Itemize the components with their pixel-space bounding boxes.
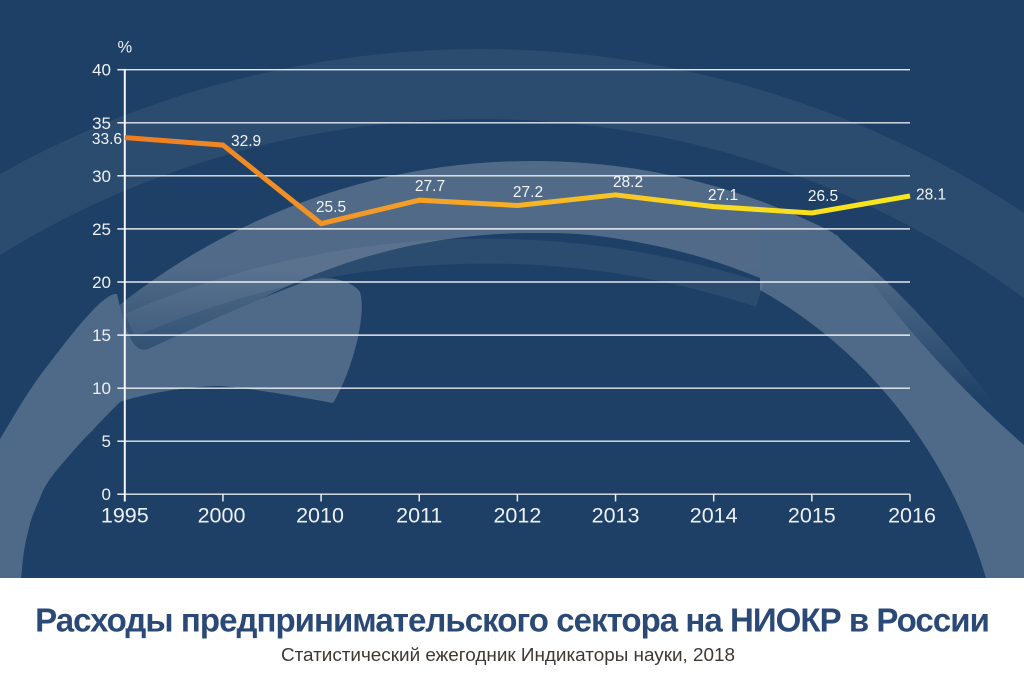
svg-text:2014: 2014 — [690, 504, 738, 528]
svg-text:30: 30 — [92, 167, 111, 186]
svg-text:Расходы предпринимательского с: Расходы предпринимательского сектора на … — [35, 602, 989, 639]
svg-text:2016: 2016 — [888, 504, 936, 528]
svg-text:28.1: 28.1 — [916, 187, 946, 204]
svg-text:15: 15 — [92, 326, 111, 345]
svg-text:25.5: 25.5 — [316, 199, 346, 216]
svg-text:33.6: 33.6 — [92, 131, 122, 148]
svg-text:0: 0 — [102, 485, 111, 504]
svg-text:27.2: 27.2 — [513, 184, 543, 201]
svg-text:26.5: 26.5 — [808, 188, 838, 205]
svg-text:2010: 2010 — [296, 504, 344, 528]
svg-text:28.2: 28.2 — [613, 174, 643, 191]
svg-text:5: 5 — [102, 432, 111, 451]
svg-text:1995: 1995 — [101, 504, 149, 528]
svg-text:25: 25 — [92, 220, 111, 239]
svg-text:2015: 2015 — [788, 504, 836, 528]
svg-text:27.7: 27.7 — [415, 178, 445, 195]
svg-text:40: 40 — [92, 61, 111, 80]
svg-text:Статистический ежегодник Индик: Статистический ежегодник Индикаторы наук… — [281, 645, 735, 666]
svg-text:2013: 2013 — [592, 504, 640, 528]
svg-text:2011: 2011 — [396, 504, 442, 528]
svg-text:20: 20 — [92, 273, 111, 292]
svg-text:2012: 2012 — [493, 504, 541, 528]
svg-text:27.1: 27.1 — [708, 187, 738, 204]
svg-text:32.9: 32.9 — [231, 133, 261, 150]
svg-text:35: 35 — [92, 114, 111, 133]
svg-text:2000: 2000 — [198, 504, 246, 528]
svg-text:10: 10 — [92, 379, 111, 398]
svg-text:%: % — [118, 39, 133, 57]
